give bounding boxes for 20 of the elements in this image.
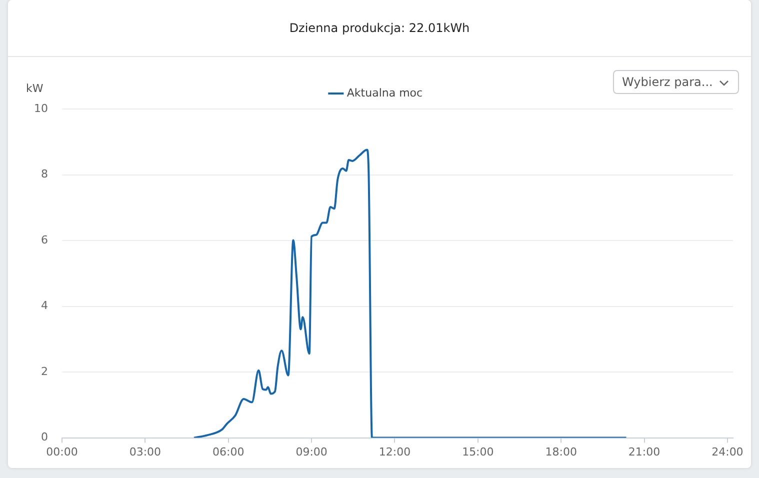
legend-label: Aktualna moc [346,86,423,100]
y-tick-label: 2 [40,364,48,378]
y-tick-label: 6 [40,233,48,246]
chart-title: Dzienna produkcja: 22.01kWh [8,0,751,57]
y-tick-label: 4 [40,299,48,312]
y-axis-title: kW [26,82,44,95]
y-tick-label: 0 [40,430,48,444]
x-tick-label: 06:00 [212,445,244,458]
x-tick-label: 15:00 [462,445,494,458]
y-tick-label: 8 [40,168,48,181]
x-tick-label: 12:00 [378,445,411,458]
dropdown-field: Wybierz para... [613,70,739,94]
x-tick-label: 18:00 [545,445,577,458]
x-tick-label: 24:00 [712,445,744,458]
y-tick-label: 10 [34,102,48,115]
x-tick-label: 00:00 [46,445,78,458]
x-tick-label: 09:00 [296,445,328,458]
x-tick-label: 21:00 [628,445,660,458]
line-series [192,148,628,438]
x-tick-label: 03:00 [129,445,162,458]
